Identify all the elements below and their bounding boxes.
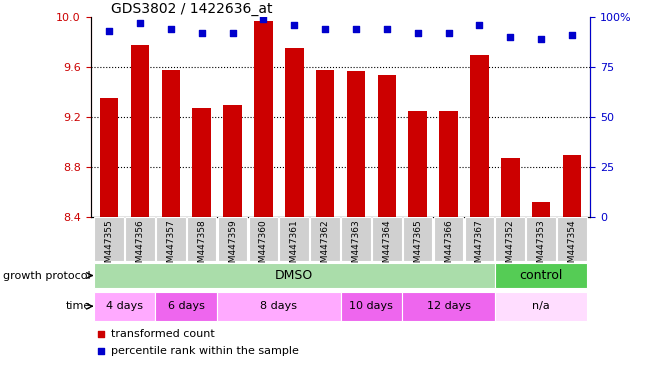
Bar [156,291,217,321]
Point [135,20,146,26]
Text: GSM447354: GSM447354 [568,219,576,274]
Bar [495,291,587,321]
Text: GSM447366: GSM447366 [444,219,453,274]
Bar [532,202,550,217]
Bar [217,291,341,321]
Bar [464,217,495,261]
Text: 8 days: 8 days [260,301,297,311]
Bar [279,217,309,261]
Bar [470,55,488,217]
Bar [131,45,149,217]
Point [289,22,300,28]
Text: time: time [65,301,91,311]
Text: percentile rank within the sample: percentile rank within the sample [111,346,299,356]
Point [104,28,115,34]
Bar [217,217,248,261]
Text: 6 days: 6 days [168,301,205,311]
Bar [440,111,458,217]
Text: GSM447362: GSM447362 [321,219,329,274]
Text: GSM447360: GSM447360 [259,219,268,274]
Text: GSM447353: GSM447353 [537,219,546,274]
Text: control: control [519,269,563,282]
Bar [162,70,180,217]
Text: GSM447359: GSM447359 [228,219,237,274]
Point [197,30,207,36]
Bar [409,111,427,217]
Bar [285,48,303,217]
Bar [341,291,402,321]
Text: GSM447364: GSM447364 [382,219,391,274]
Bar [254,21,272,217]
Bar [378,75,396,217]
Text: transformed count: transformed count [111,329,214,339]
Text: DMSO: DMSO [275,269,313,282]
Bar [341,217,371,261]
Text: GSM447352: GSM447352 [506,219,515,274]
Point [320,26,331,32]
Point [535,36,546,42]
Point [474,22,484,28]
Bar [100,98,118,217]
Bar [316,70,334,217]
Text: GSM447361: GSM447361 [290,219,299,274]
Text: 12 days: 12 days [427,301,470,311]
Text: GSM447363: GSM447363 [352,219,360,274]
Point [426,283,437,289]
Bar [433,217,464,261]
Bar [156,217,186,261]
Bar [402,291,495,321]
Point [566,32,577,38]
Bar [125,217,155,261]
Point [412,30,423,36]
Bar [187,217,217,261]
Bar [372,217,402,261]
Text: GDS3802 / 1422636_at: GDS3802 / 1422636_at [111,2,272,16]
Point [426,129,437,136]
Bar [94,291,156,321]
Bar [95,217,124,261]
Bar [501,158,519,217]
Point [350,26,361,32]
Bar [347,71,365,217]
Bar [495,263,587,288]
Bar [563,155,581,217]
Bar [526,217,556,261]
Text: 10 days: 10 days [350,301,393,311]
Point [166,26,176,32]
Point [381,26,392,32]
Point [258,16,269,22]
Text: GSM447358: GSM447358 [197,219,206,274]
Point [443,30,454,36]
Text: 4 days: 4 days [106,301,143,311]
Bar [310,217,340,261]
Point [227,30,238,36]
Point [505,34,515,40]
Bar [403,217,433,261]
Bar [94,263,495,288]
Text: growth protocol: growth protocol [3,270,91,281]
Text: GSM447365: GSM447365 [413,219,422,274]
Bar [557,217,586,261]
Text: GSM447356: GSM447356 [136,219,144,274]
Text: n/a: n/a [532,301,550,311]
Text: GSM447355: GSM447355 [105,219,113,274]
Bar [495,217,525,261]
Bar [223,104,242,217]
Bar [248,217,278,261]
Bar [193,108,211,217]
Text: GSM447357: GSM447357 [166,219,175,274]
Text: GSM447367: GSM447367 [475,219,484,274]
